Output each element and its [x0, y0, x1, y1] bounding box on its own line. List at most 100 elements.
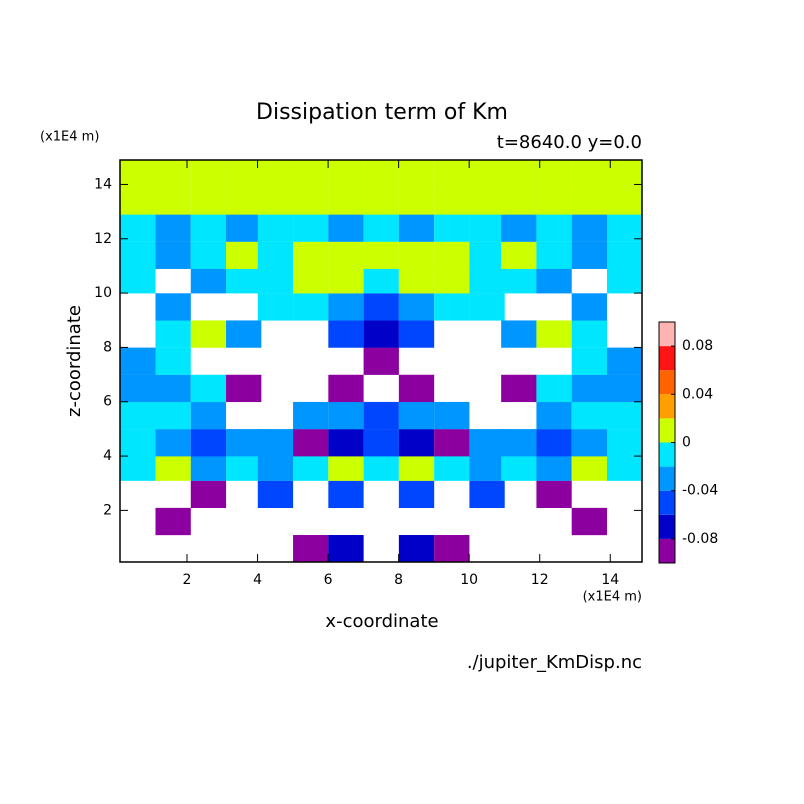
heatmap-cell [257, 266, 294, 294]
heatmap-cell [120, 347, 156, 375]
colorbar-box [659, 538, 675, 563]
colorbar-box [659, 418, 675, 443]
heatmap-cell [398, 187, 435, 215]
heatmap-cell [536, 429, 572, 457]
heatmap-cell [434, 453, 470, 481]
heatmap-cell [328, 241, 364, 269]
heatmap-cell [257, 293, 294, 321]
heatmap-cell [328, 535, 364, 563]
y-tick-label: 14 [94, 176, 112, 192]
y-tick-label: 6 [103, 394, 112, 410]
colorbar-box [659, 490, 675, 515]
heatmap-cell [501, 266, 537, 294]
x-tick-label: 8 [394, 572, 403, 588]
heatmap-cell [571, 160, 607, 188]
heatmap-cell [226, 187, 262, 215]
heatmap-cell [190, 480, 227, 508]
heatmap-cell [363, 293, 399, 321]
heatmap-cell [155, 374, 191, 403]
heatmap-cell [120, 214, 156, 242]
heatmap-cell [363, 266, 399, 294]
heatmap-cell [606, 374, 643, 403]
heatmap-cell [155, 160, 191, 188]
heatmap-cell [571, 429, 607, 457]
y-tick-label: 12 [94, 231, 112, 247]
heatmap-cell [257, 214, 294, 242]
heatmap-cell [363, 187, 399, 215]
heatmap-cell [536, 214, 572, 242]
heatmap-cell [155, 507, 191, 536]
heatmap-cell [398, 401, 435, 430]
heatmap-cell [155, 453, 191, 481]
heatmap-cell [571, 293, 607, 321]
heatmap-cell [293, 241, 329, 269]
heatmap-cell [469, 241, 505, 269]
heatmap-cell [120, 266, 156, 294]
heatmap-cell [190, 160, 227, 188]
colorbar-box [659, 442, 675, 467]
colorbar-box [659, 466, 675, 491]
heatmap-cell [328, 320, 364, 348]
heatmap-cell [501, 187, 537, 215]
heatmap-cell [606, 160, 643, 188]
heatmap-cell [398, 429, 435, 457]
heatmap-cell [398, 320, 435, 348]
heatmap-cell [606, 453, 643, 481]
heatmap-cell [536, 320, 572, 348]
heatmap-cell [363, 241, 399, 269]
heatmap-cell [226, 320, 262, 348]
heatmap-cell [536, 241, 572, 269]
heatmap-cell [155, 214, 191, 242]
heatmap-cell [501, 214, 537, 242]
heatmap-cell [328, 293, 364, 321]
heatmap-cell [606, 429, 643, 457]
heatmap-cell [606, 241, 643, 269]
heatmap-cell [398, 293, 435, 321]
heatmap-cell [190, 401, 227, 430]
heatmap-cell [606, 347, 643, 375]
x-tick-label: 4 [253, 572, 262, 588]
heatmap-cell [293, 214, 329, 242]
heatmap-cell [501, 453, 537, 481]
heatmap-cell [363, 214, 399, 242]
colorbar-tick-label: 0.04 [682, 386, 713, 402]
heatmap-cell [328, 401, 364, 430]
heatmap-cell [155, 347, 191, 375]
heatmap-cell [469, 187, 505, 215]
heatmap-cell [363, 160, 399, 188]
heatmap-cell [226, 160, 262, 188]
heatmap-cell [363, 401, 399, 430]
heatmap-cell [469, 429, 505, 457]
heatmap-cell [434, 241, 470, 269]
heatmap-cell [293, 535, 329, 563]
colorbar-box [659, 370, 675, 395]
x-tick-label: 6 [324, 572, 333, 588]
heatmap-cell [536, 480, 572, 508]
heatmap-cell [398, 160, 435, 188]
heatmap-cell [606, 401, 643, 430]
heatmap-cell [155, 241, 191, 269]
heatmap-cell [571, 507, 607, 536]
heatmap-cell [226, 374, 262, 403]
heatmap-cell [363, 453, 399, 481]
heatmap-cell [328, 453, 364, 481]
heatmap-cell [226, 453, 262, 481]
heatmap-cell [328, 429, 364, 457]
heatmap-cell [120, 401, 156, 430]
heatmap-cell [571, 347, 607, 375]
heatmap-cell [328, 266, 364, 294]
heatmap-cell [120, 374, 156, 403]
heatmap-cell [226, 241, 262, 269]
heatmap-cell [469, 293, 505, 321]
heatmap-cell [120, 160, 156, 188]
heatmap-cell [257, 187, 294, 215]
y-tick-label: 4 [103, 448, 112, 464]
heatmap-cell [190, 374, 227, 403]
heatmap-cell [536, 453, 572, 481]
heatmap-cell [571, 401, 607, 430]
heatmap-cell [398, 266, 435, 294]
heatmap-cell [469, 480, 505, 508]
heatmap-cell [606, 266, 643, 294]
heatmap-cell [328, 187, 364, 215]
heatmap-cell [226, 429, 262, 457]
